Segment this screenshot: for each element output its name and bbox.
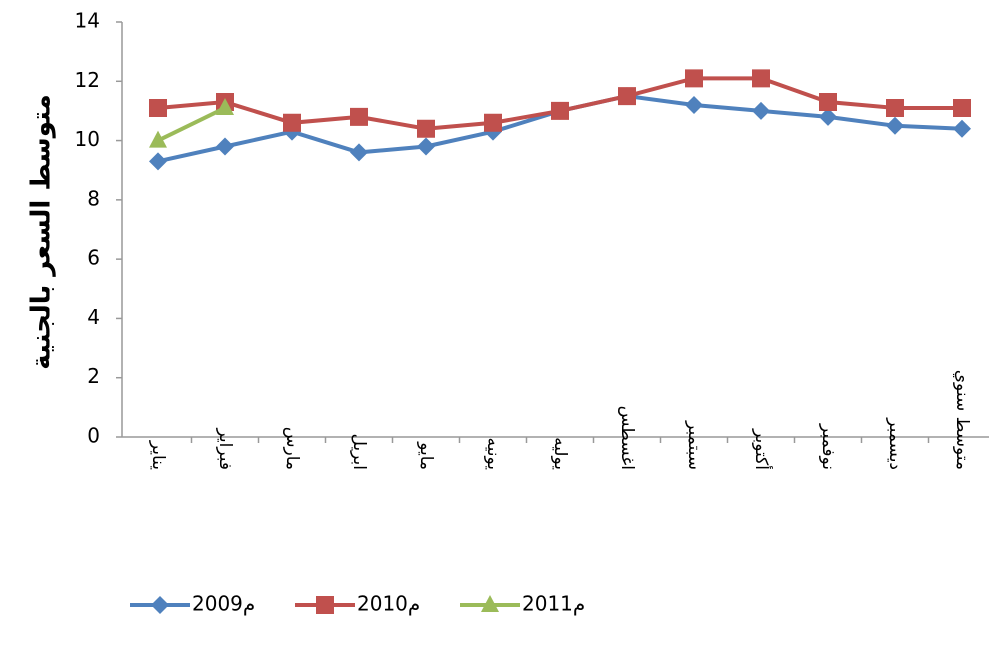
x-tick-label: ابريل <box>349 434 369 470</box>
y-tick-label: 8 <box>87 186 100 210</box>
marker <box>151 596 169 614</box>
y-tick-label: 14 <box>75 9 100 33</box>
y-tick-label: 0 <box>87 424 100 448</box>
marker <box>216 97 234 115</box>
legend-label: 2010م <box>357 592 420 616</box>
marker <box>819 93 837 112</box>
y-tick-label: 2 <box>87 364 100 388</box>
marker <box>618 87 636 106</box>
marker <box>481 595 499 612</box>
y-axis-label: متوسط السعر بالجنية <box>27 94 57 370</box>
marker <box>149 130 167 148</box>
marker <box>283 113 301 132</box>
x-tick-label: نوفمبر <box>818 423 838 470</box>
y-tick-label: 12 <box>75 68 100 92</box>
marker <box>953 98 971 117</box>
marker <box>216 137 234 156</box>
marker <box>551 101 569 120</box>
legend-label: 2011م <box>522 592 585 616</box>
marker <box>886 116 904 135</box>
x-tick-label: فبراير <box>215 428 235 470</box>
marker <box>819 107 837 126</box>
marker <box>350 143 368 162</box>
x-tick-label: متوسط سنوي <box>952 370 972 470</box>
marker <box>752 101 770 120</box>
x-tick-label: مارس <box>282 427 302 470</box>
x-tick-label: يوليه <box>550 437 570 470</box>
marker <box>149 152 167 171</box>
marker <box>149 98 167 117</box>
x-tick-label: مايو <box>416 441 436 470</box>
x-tick-label: يونيه <box>483 438 503 471</box>
marker <box>752 69 770 88</box>
legend-label: 2009م <box>192 592 255 616</box>
marker <box>417 137 435 156</box>
marker <box>685 69 703 88</box>
marker <box>417 119 435 138</box>
x-tick-label: يناير <box>148 440 168 470</box>
series-line <box>157 106 226 143</box>
x-tick-label: اغسطس <box>617 406 637 470</box>
x-tick-label: أكتوبر <box>751 428 773 470</box>
marker <box>953 119 971 138</box>
marker <box>484 113 502 132</box>
y-tick-label: 6 <box>87 246 100 270</box>
marker <box>350 107 368 126</box>
marker <box>316 596 334 614</box>
y-tick-label: 10 <box>75 127 100 151</box>
marker <box>886 98 904 117</box>
x-tick-label: ديسمبر <box>885 417 905 470</box>
x-tick-label: سبتمبر <box>684 420 704 470</box>
marker <box>685 96 703 114</box>
y-tick-label: 4 <box>87 305 100 329</box>
